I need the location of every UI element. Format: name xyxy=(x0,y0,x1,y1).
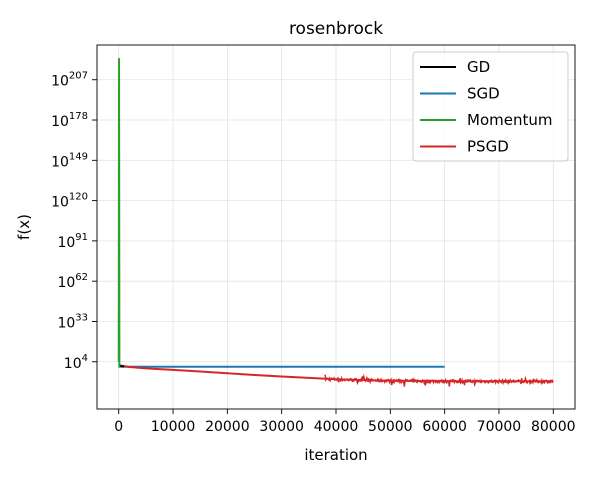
y-tick-exponent: 120 xyxy=(69,192,88,203)
x-tick-label: 40000 xyxy=(314,419,359,435)
y-axis-label: f(x) xyxy=(15,214,33,240)
legend-label-gd: GD xyxy=(467,58,490,76)
y-tick-base: 10 xyxy=(51,154,69,170)
y-tick-base: 10 xyxy=(57,235,75,251)
x-tick-label: 50000 xyxy=(368,419,413,435)
grid xyxy=(97,45,575,409)
x-tick-label: 70000 xyxy=(477,419,522,435)
chart-title: rosenbrock xyxy=(289,19,383,39)
y-tick-label: 1062 xyxy=(57,272,88,291)
x-tick-label: 0 xyxy=(114,419,123,435)
x-tick-label: 20000 xyxy=(205,419,250,435)
y-tick-exponent: 4 xyxy=(82,353,88,364)
y-tick-base: 10 xyxy=(51,195,69,211)
y-tick-label: 1091 xyxy=(57,232,88,251)
y-tick-label: 104 xyxy=(64,353,88,372)
y-tick-base: 10 xyxy=(51,74,69,90)
series-line-momentum xyxy=(117,57,121,368)
x-tick-label: 60000 xyxy=(422,419,467,435)
y-tick-exponent: 207 xyxy=(69,71,88,82)
legend-label-sgd: SGD xyxy=(467,85,500,103)
x-tick-label: 80000 xyxy=(531,419,576,435)
y-tick-base: 10 xyxy=(64,356,82,372)
x-tick-label: 10000 xyxy=(151,419,196,435)
y-tick-base: 10 xyxy=(57,275,75,291)
y-tick-exponent: 62 xyxy=(75,272,88,283)
y-tick-label: 10120 xyxy=(51,192,88,211)
y-tick-exponent: 91 xyxy=(75,232,88,243)
y-tick-base: 10 xyxy=(51,114,69,130)
x-axis: 0 10000 20000 30000 40000 50000 60000 70000 8000… xyxy=(114,409,576,435)
x-axis-label: iteration xyxy=(304,446,367,464)
y-tick-exponent: 149 xyxy=(69,151,88,162)
y-tick-label: 10207 xyxy=(51,71,88,90)
y-tick-label: 10149 xyxy=(51,151,88,170)
y-tick-label: 1033 xyxy=(57,312,88,331)
legend-label-psgd: PSGD xyxy=(467,138,509,156)
y-tick-exponent: 178 xyxy=(69,111,88,122)
y-tick-base: 10 xyxy=(57,315,75,331)
y-tick-exponent: 33 xyxy=(75,312,88,323)
y-tick-label: 10178 xyxy=(51,111,88,130)
series-noise-psgd xyxy=(324,373,554,388)
legend-label-momentum: Momentum xyxy=(467,111,552,129)
legend: GD SGD Momentum PSGD xyxy=(412,51,569,162)
x-tick-label: 30000 xyxy=(259,419,304,435)
legend-box xyxy=(412,51,569,162)
series-lines xyxy=(117,57,554,388)
